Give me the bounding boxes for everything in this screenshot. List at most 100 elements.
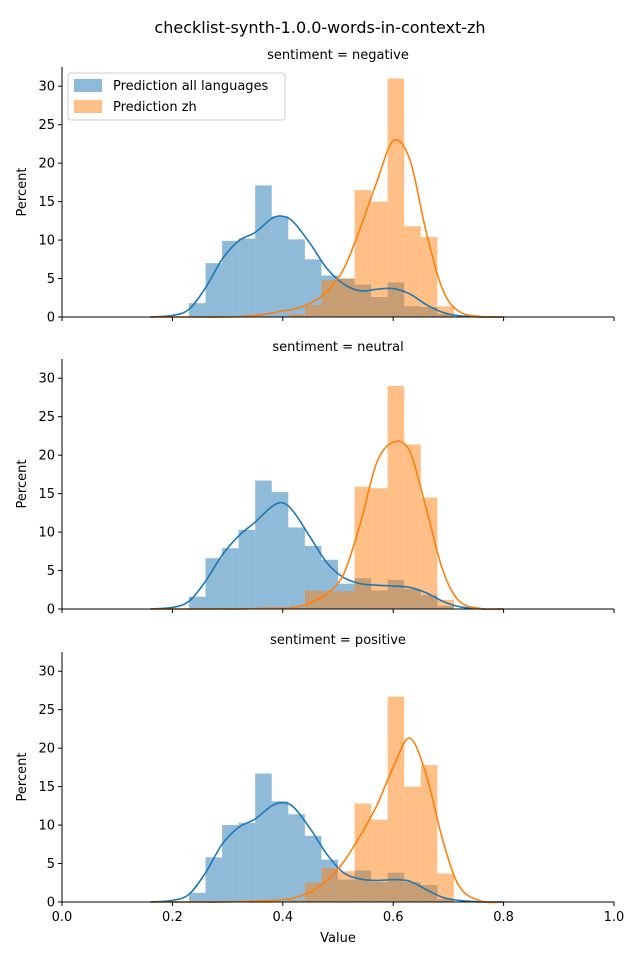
y-tick-label: 10 xyxy=(38,819,55,834)
panel-title: sentiment = neutral xyxy=(272,340,403,355)
x-tick-label: 0.4 xyxy=(272,910,293,925)
bar-zh xyxy=(288,900,305,902)
bar-all xyxy=(188,303,206,317)
y-tick-label: 10 xyxy=(38,526,55,541)
bar-zh xyxy=(437,599,454,609)
bar-zh xyxy=(371,201,388,317)
bar-zh xyxy=(304,590,322,609)
bar-all xyxy=(255,480,272,609)
bar-all xyxy=(288,527,305,609)
bar-zh xyxy=(354,486,372,609)
panel-title: sentiment = negative xyxy=(267,48,409,63)
bar-zh xyxy=(354,190,372,317)
kde-line-all xyxy=(150,215,504,318)
bar-zh xyxy=(321,591,338,609)
bar-zh xyxy=(338,591,355,609)
legend-frame xyxy=(67,72,286,121)
x-tick-label: 1.0 xyxy=(604,910,625,925)
bar-zh xyxy=(354,803,372,902)
bar-zh xyxy=(288,313,305,317)
bar-all xyxy=(271,216,289,317)
y-tick-label: 0 xyxy=(47,896,55,911)
legend-label: Prediction zh xyxy=(113,100,197,115)
bar-zh xyxy=(371,819,388,902)
bar-zh xyxy=(304,304,322,317)
y-tick-label: 5 xyxy=(47,272,55,287)
figure-title: checklist-synth-1.0.0-words-in-context-z… xyxy=(154,18,485,37)
y-tick-label: 0 xyxy=(47,311,55,326)
y-tick-label: 10 xyxy=(38,234,55,249)
bar-zh xyxy=(338,871,355,902)
bar-zh xyxy=(404,226,421,317)
kde-line-all xyxy=(150,801,504,903)
x-tick-label: 0.2 xyxy=(162,910,183,925)
bar-zh xyxy=(304,882,322,902)
bar-all xyxy=(188,596,206,609)
bar-all xyxy=(255,185,272,317)
legend: Prediction all languages Prediction zh xyxy=(67,72,286,121)
bar-zh xyxy=(321,868,338,902)
y-tick-label: 0 xyxy=(47,603,55,618)
legend-label: Prediction all languages xyxy=(113,79,269,94)
bar-all xyxy=(205,263,223,317)
bar-all xyxy=(288,814,305,902)
bar-zh xyxy=(404,786,421,902)
bar-zh xyxy=(387,696,405,902)
bar-zh xyxy=(387,78,405,318)
bar-zh xyxy=(288,607,305,609)
y-axis-label: Percent xyxy=(15,753,30,802)
bar-all xyxy=(205,558,223,609)
kde-line-all xyxy=(150,501,504,610)
y-tick-label: 30 xyxy=(38,80,55,95)
bar-zh xyxy=(437,873,454,902)
y-tick-label: 30 xyxy=(38,372,55,387)
y-tick-label: 30 xyxy=(38,665,55,680)
panels: sentiment = negative 0 5 10 15 20 25 30 Percent P… xyxy=(15,48,624,925)
y-tick-label: 15 xyxy=(38,780,55,795)
bar-all xyxy=(271,492,289,609)
y-tick-label: 20 xyxy=(38,157,55,172)
legend-swatch xyxy=(74,79,102,92)
bar-zh xyxy=(420,497,438,609)
bar-all xyxy=(271,801,289,902)
bar-zh xyxy=(404,444,421,609)
panel-title: sentiment = positive xyxy=(270,633,406,648)
x-tick-label: 0.0 xyxy=(52,910,73,925)
y-axis-label: Percent xyxy=(15,168,30,217)
bar-all xyxy=(188,892,206,902)
bar-all xyxy=(288,239,305,317)
y-tick-label: 5 xyxy=(47,564,55,579)
bar-all xyxy=(238,238,256,317)
panel-0: sentiment = negative 0 5 10 15 20 25 30 Percent P… xyxy=(15,48,615,326)
x-tick-label: 0.8 xyxy=(493,910,514,925)
bar-zh xyxy=(321,280,338,317)
bar-all xyxy=(238,529,256,609)
y-tick-label: 25 xyxy=(38,410,55,425)
panel-2: sentiment = positive 0 5 10 15 20 25 30 0.0 0.2 0.… xyxy=(15,633,624,925)
y-tick-label: 25 xyxy=(38,118,55,133)
x-axis-label: Value xyxy=(320,931,356,946)
bar-zh xyxy=(387,385,405,609)
bar-all xyxy=(238,822,256,902)
bar-zh xyxy=(371,488,388,609)
y-axis-label: Percent xyxy=(15,460,30,509)
y-tick-label: 25 xyxy=(38,703,55,718)
y-tick-label: 5 xyxy=(47,857,55,872)
bar-zh xyxy=(437,306,454,317)
bar-all xyxy=(222,825,239,902)
x-tick-label: 0.6 xyxy=(383,910,404,925)
bar-zh xyxy=(420,237,438,317)
panel-1: sentiment = neutral 0 5 10 15 20 25 30 Percent xyxy=(15,340,615,618)
bar-all xyxy=(304,259,322,317)
y-tick-label: 20 xyxy=(38,742,55,757)
bar-zh xyxy=(338,278,355,317)
legend-swatch xyxy=(74,100,102,113)
bar-all xyxy=(222,548,239,609)
bar-all xyxy=(205,857,223,902)
y-tick-label: 15 xyxy=(38,487,55,502)
y-tick-label: 15 xyxy=(38,195,55,210)
y-tick-label: 20 xyxy=(38,449,55,464)
bar-all xyxy=(255,773,272,902)
bar-all xyxy=(222,240,239,317)
